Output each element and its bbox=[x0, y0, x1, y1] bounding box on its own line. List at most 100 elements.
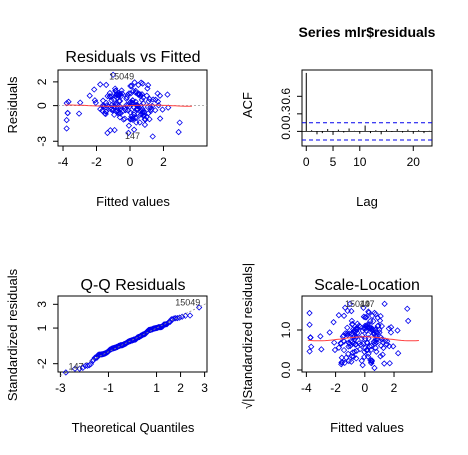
data-point bbox=[377, 334, 385, 341]
x-tick-label: 0 bbox=[303, 155, 310, 169]
data-point bbox=[377, 342, 385, 349]
data-point bbox=[383, 338, 391, 345]
data-point bbox=[146, 116, 153, 123]
data-point bbox=[112, 93, 119, 100]
data-point bbox=[118, 90, 126, 97]
scale-location-panel: Scale-Location Fitted values √|Standardi… bbox=[240, 263, 433, 435]
data-point bbox=[144, 85, 151, 92]
data-point bbox=[139, 109, 146, 116]
data-point bbox=[363, 324, 371, 331]
data-point bbox=[346, 340, 353, 347]
data-point bbox=[140, 94, 147, 101]
data-point bbox=[317, 333, 324, 340]
data-point bbox=[376, 329, 383, 336]
data-point bbox=[149, 96, 157, 103]
data-point bbox=[97, 81, 104, 88]
data-point bbox=[341, 359, 348, 367]
data-point bbox=[124, 91, 131, 98]
data-point bbox=[371, 340, 379, 347]
data-point bbox=[131, 79, 138, 86]
data-point bbox=[91, 97, 99, 104]
data-point bbox=[361, 314, 369, 321]
data-point bbox=[347, 342, 354, 350]
data-point bbox=[186, 312, 194, 319]
data-point bbox=[358, 332, 366, 339]
data-point bbox=[116, 97, 124, 105]
data-point bbox=[103, 108, 110, 115]
data-point bbox=[86, 362, 93, 369]
data-point bbox=[353, 355, 360, 362]
data-point bbox=[387, 324, 395, 331]
data-point bbox=[306, 348, 313, 355]
y-tick-label: 2 bbox=[35, 78, 49, 85]
data-point bbox=[164, 91, 171, 98]
data-point bbox=[156, 115, 164, 122]
data-point bbox=[156, 323, 164, 331]
data-point bbox=[63, 125, 70, 132]
data-point bbox=[176, 314, 183, 321]
data-point bbox=[130, 103, 137, 111]
qq-xlabel: Theoretical Quantiles bbox=[72, 420, 195, 435]
data-point bbox=[364, 321, 371, 328]
data-point bbox=[372, 344, 379, 352]
data-point bbox=[345, 357, 353, 365]
data-point bbox=[97, 105, 104, 113]
data-point bbox=[338, 359, 345, 366]
data-point bbox=[91, 354, 98, 361]
data-point bbox=[404, 317, 412, 325]
data-point bbox=[147, 104, 154, 111]
x-tick-label: -4 bbox=[301, 381, 312, 395]
data-point bbox=[125, 129, 132, 137]
data-point bbox=[79, 364, 87, 371]
data-point bbox=[374, 329, 381, 337]
data-point bbox=[356, 346, 364, 353]
plot-frame bbox=[301, 69, 433, 147]
data-point bbox=[176, 119, 183, 126]
data-point bbox=[394, 350, 402, 357]
data-point bbox=[121, 105, 128, 112]
plot-frame bbox=[301, 295, 433, 373]
data-point bbox=[394, 327, 401, 334]
data-point bbox=[344, 330, 351, 337]
data-point bbox=[349, 330, 356, 337]
data-point bbox=[344, 324, 351, 331]
x-tick-label: 2 bbox=[391, 381, 398, 395]
data-point bbox=[76, 365, 83, 372]
data-point bbox=[335, 344, 343, 351]
data-point bbox=[368, 326, 375, 333]
data-point bbox=[63, 116, 70, 124]
x-tick-label: 2 bbox=[160, 155, 167, 169]
data-point bbox=[136, 91, 144, 98]
data-point bbox=[130, 126, 138, 133]
data-point bbox=[377, 353, 384, 360]
data-point bbox=[365, 309, 372, 316]
data-point bbox=[154, 98, 162, 105]
data-point bbox=[365, 308, 372, 315]
data-point bbox=[143, 113, 150, 121]
data-point bbox=[134, 106, 141, 113]
data-point bbox=[131, 109, 138, 116]
x-tick-label: 10 bbox=[353, 155, 367, 169]
data-point bbox=[385, 325, 393, 332]
plot-frame bbox=[57, 295, 208, 373]
plot-frame bbox=[57, 69, 208, 147]
point-annotation: 147 bbox=[125, 131, 140, 141]
qq-ylabel: Standardized residuals bbox=[5, 268, 20, 401]
x-tick-label: 3 bbox=[201, 381, 208, 395]
point-annotation: 15049 bbox=[345, 299, 370, 309]
scale-location-ylabel: √|Standardized residuals| bbox=[240, 263, 255, 409]
data-point bbox=[129, 97, 136, 104]
data-point bbox=[348, 353, 356, 360]
data-point bbox=[143, 92, 150, 99]
data-point bbox=[318, 346, 325, 353]
residuals-vs-fitted-panel: Residuals vs Fitted Fitted values Residu… bbox=[5, 49, 208, 209]
data-point bbox=[169, 316, 176, 323]
data-point bbox=[64, 109, 71, 117]
data-point bbox=[129, 115, 136, 122]
data-point bbox=[348, 317, 356, 325]
data-point bbox=[117, 105, 124, 112]
data-point bbox=[111, 126, 118, 134]
data-point bbox=[156, 92, 164, 99]
acf-ylabel: ACF bbox=[240, 92, 255, 118]
data-point bbox=[139, 80, 146, 87]
